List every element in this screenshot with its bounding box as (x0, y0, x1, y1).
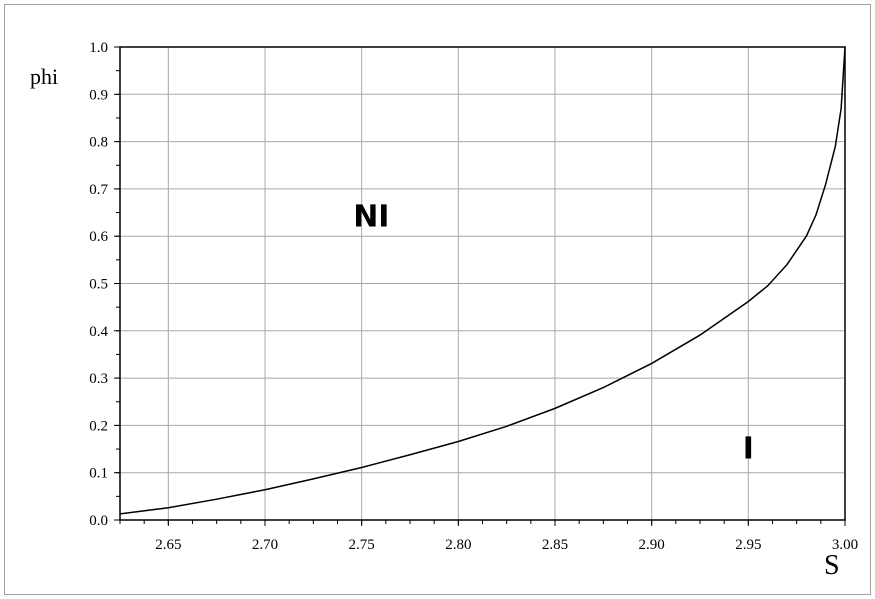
y-tick-label: 1.0 (89, 40, 108, 56)
x-tick-labels: 2.65 2.70 2.75 2.80 2.85 2.90 2.95 3.00 (155, 537, 858, 553)
chart-frame (4, 4, 871, 595)
y-tick-label: 0.1 (89, 466, 108, 482)
x-tick-label: 2.70 (252, 537, 278, 553)
y-tick-label: 0.7 (89, 182, 108, 198)
x-tick-label: 2.85 (542, 537, 568, 553)
grid (120, 47, 845, 520)
y-tick-label: 0.2 (89, 418, 108, 434)
region-label: NI (353, 200, 389, 235)
y-tick-label: 0.4 (89, 324, 108, 340)
minor-ticks (114, 46, 846, 526)
y-tick-label: 0.8 (89, 135, 108, 151)
region-labels: NI I (353, 200, 754, 467)
region-label: I (743, 432, 754, 467)
y-tick-labels: 0.0 0.1 0.2 0.3 0.4 0.5 0.6 0.7 0.8 0.9 1.0 (89, 40, 108, 529)
phase-boundary-line (119, 46, 846, 515)
x-tick-label: 3.00 (832, 537, 858, 553)
x-tick-label: 2.80 (445, 537, 471, 553)
x-tick-label: 2.75 (349, 537, 375, 553)
y-tick-label: 0.9 (89, 87, 108, 103)
x-tick-label: 2.90 (639, 537, 665, 553)
y-tick-label: 0.6 (89, 229, 108, 245)
plot-area (119, 46, 846, 521)
y-tick-label: 0.3 (89, 371, 108, 387)
y-tick-label: 0.5 (89, 277, 108, 293)
x-tick-label: 2.95 (735, 537, 761, 553)
y-tick-label: 0.0 (89, 513, 108, 529)
y-axis-label: phi (30, 64, 58, 89)
x-tick-label: 2.65 (155, 537, 181, 553)
x-axis-label: S (824, 550, 840, 581)
